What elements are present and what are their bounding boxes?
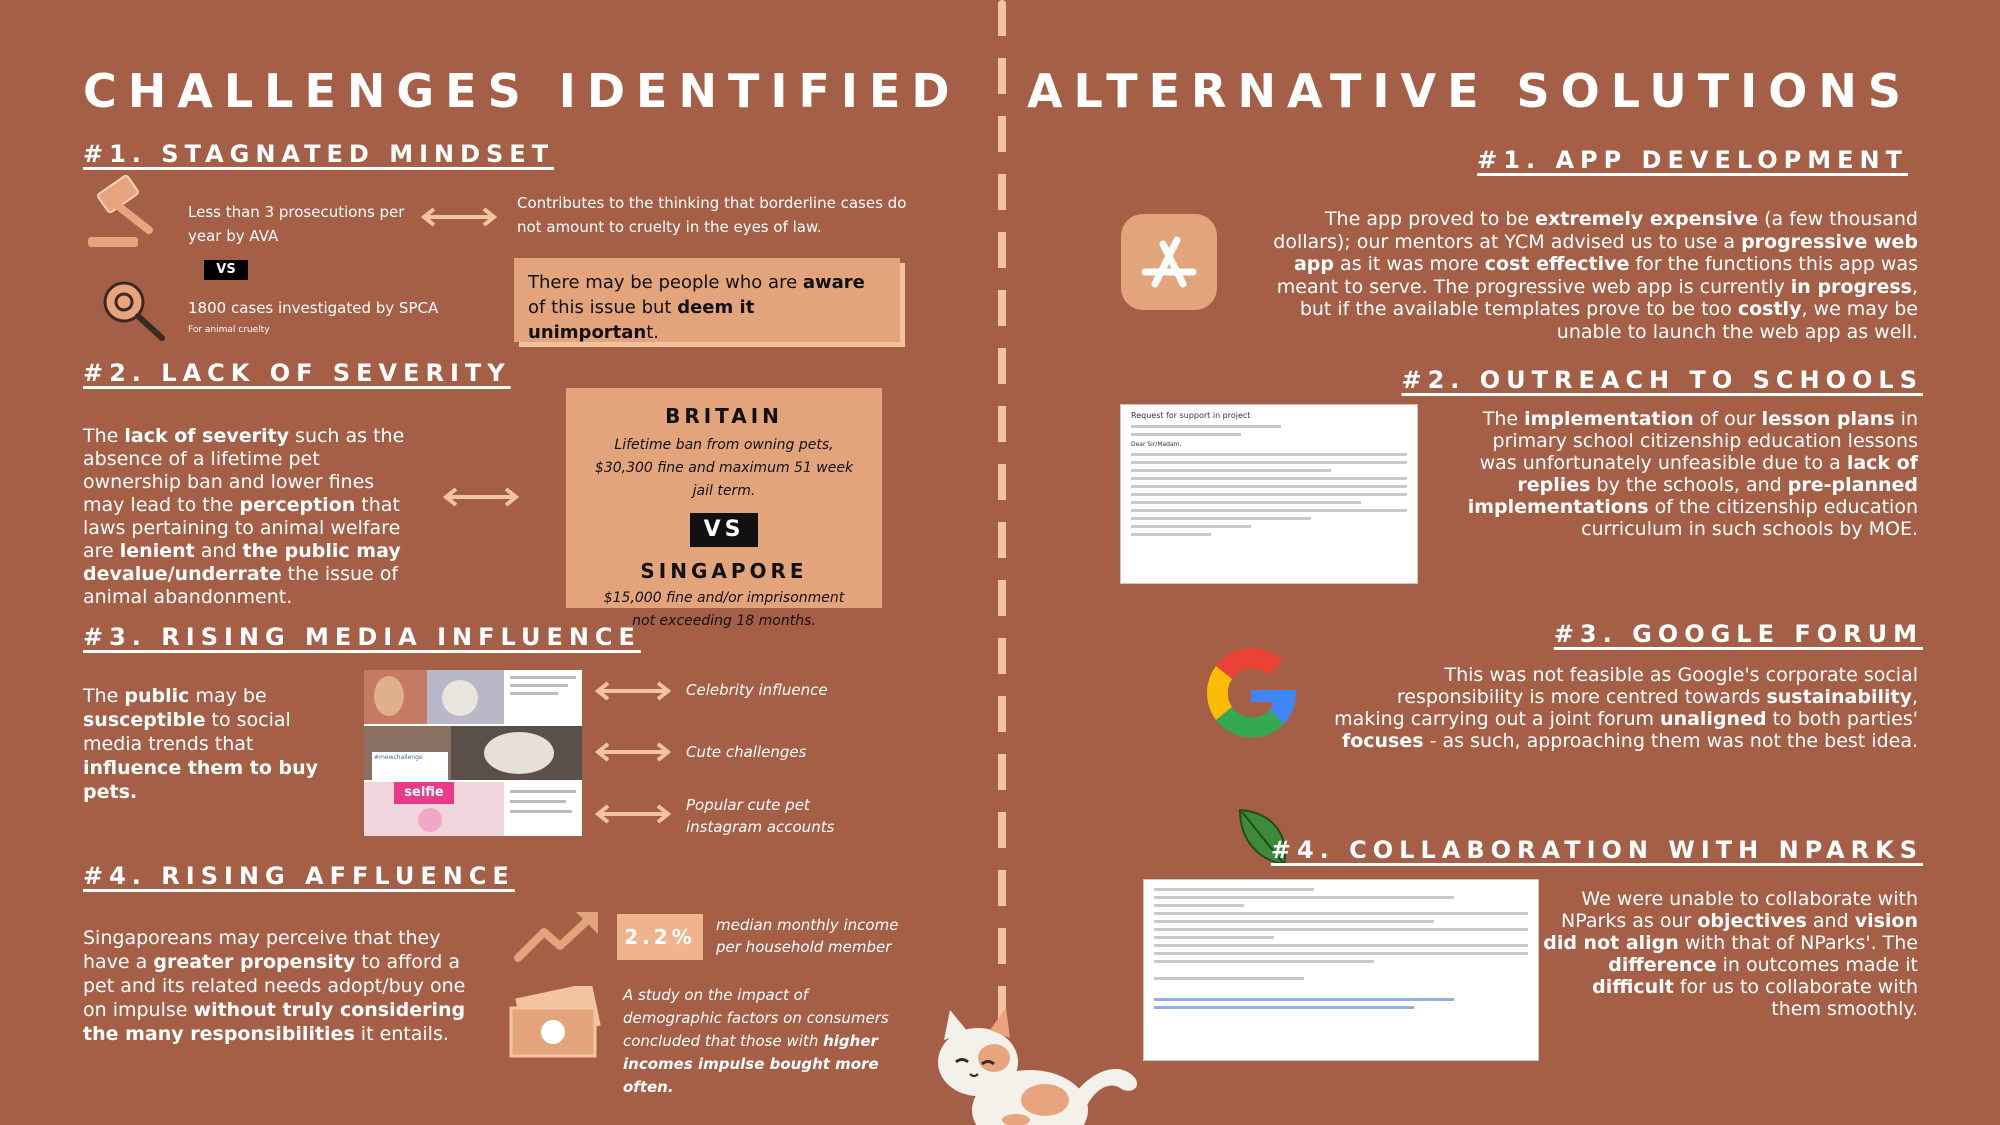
lack-of-severity-heading: #2. LACK OF SEVERITY <box>83 359 511 387</box>
google-forum-heading: #3. GOOGLE FORUM <box>1553 620 1923 648</box>
magnifier-icon <box>103 281 165 341</box>
cute-challenges-label: Cute challenges <box>686 743 807 761</box>
google-forum-paragraph: This was not feasible as Google's corpor… <box>1334 664 1918 752</box>
gavel-icon <box>88 175 154 247</box>
ava-prosecutions-text: Less than 3 prosecutions per year by AVA <box>188 203 405 245</box>
collaboration-nparks-paragraph: We were unable to collaborate with NPark… <box>1543 888 1918 1020</box>
collaboration-nparks-heading: #4. COLLABORATION WITH NPARKS <box>1270 836 1923 864</box>
media-collage: #mewchallenge selfie <box>364 670 582 836</box>
app-store-icon <box>1121 214 1217 310</box>
instagram-pet-photo: selfie <box>364 782 504 836</box>
contributes-text: Contributes to the thinking that borderl… <box>517 194 907 236</box>
double-arrow-icon <box>594 681 672 701</box>
rising-media-heading: #3. RISING MEDIA INFLUENCE <box>83 623 641 651</box>
challenges-title: CHALLENGES IDENTIFIED <box>83 64 961 118</box>
vs-badge-small: VS <box>204 260 248 280</box>
school-email-screenshot: Request for support in project Dear Sir/… <box>1120 404 1418 584</box>
nparks-email-screenshot <box>1143 879 1539 1061</box>
britain-desc: Lifetime ban from owning pets, $30,300 f… <box>594 437 854 499</box>
celebrity-photo <box>364 670 504 724</box>
spca-note: For animal cruelty <box>188 325 270 335</box>
leaf-icon <box>1238 808 1287 866</box>
singapore-label: SINGAPORE <box>640 559 808 583</box>
celebrity-influence-label: Celebrity influence <box>686 681 828 699</box>
app-development-paragraph: The app proved to be extremely expensive… <box>1273 208 1918 343</box>
britain-singapore-comparison: BRITAIN Lifetime ban from owning pets, $… <box>566 388 882 629</box>
aware-unimportant-callout: There may be people who are aware of thi… <box>514 258 900 343</box>
app-development-heading: #1. APP DEVELOPMENT <box>1477 146 1908 174</box>
britain-label: BRITAIN <box>665 404 783 428</box>
double-arrow-icon <box>420 207 498 227</box>
vs-badge-large: VS <box>690 513 758 547</box>
outreach-schools-heading: #2. OUTREACH TO SCHOOLS <box>1401 366 1923 394</box>
stagnated-mindset-heading: #1. STAGNATED MINDSET <box>83 140 555 168</box>
solutions-title: ALTERNATIVE SOLUTIONS <box>1026 64 1912 118</box>
double-arrow-icon <box>442 487 520 507</box>
trending-up-icon <box>514 912 598 962</box>
spca-cases-text: 1800 cases investigated by SPCA <box>188 299 439 317</box>
instagram-accounts-label: Popular cute pet instagram accounts <box>686 796 835 836</box>
media-paragraph: The public may be susceptible to social … <box>83 685 318 803</box>
center-dashed-divider <box>998 0 1006 1125</box>
double-arrow-icon <box>594 742 672 762</box>
singapore-desc: $15,000 fine and/or imprisonment not exc… <box>603 590 845 629</box>
double-arrow-icon <box>594 804 672 824</box>
cute-challenge-photo: #mewchallenge <box>364 726 582 780</box>
outreach-schools-paragraph: The implementation of our lesson plans i… <box>1467 408 1918 540</box>
income-percentage-label: median monthly income per household memb… <box>716 916 899 956</box>
money-icon <box>509 986 601 1058</box>
impulse-study-text: A study on the impact of demographic fac… <box>623 986 889 1096</box>
rising-affluence-heading: #4. RISING AFFLUENCE <box>83 862 515 890</box>
lack-of-severity-paragraph: The lack of severity such as the absence… <box>83 425 405 608</box>
google-logo-icon <box>1207 647 1297 738</box>
affluence-paragraph: Singaporeans may perceive that they have… <box>83 927 466 1045</box>
cat-illustration <box>938 1008 1138 1125</box>
income-percentage-badge: 2.2% <box>617 914 703 960</box>
